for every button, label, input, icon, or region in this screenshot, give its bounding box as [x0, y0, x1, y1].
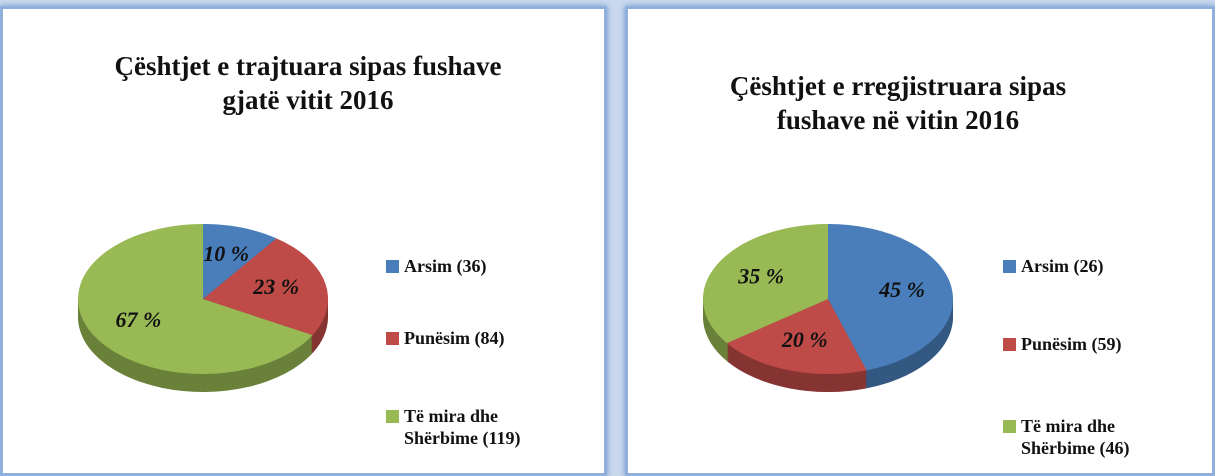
pie-slice — [828, 224, 953, 371]
legend-swatch — [1003, 420, 1016, 433]
legend-label: Të mira dhe Shërbime (119) — [404, 406, 521, 448]
pie-slice — [703, 224, 828, 344]
legend-entry: Të mira dhe Shërbime (46) — [1003, 415, 1171, 459]
legend-swatch — [1003, 260, 1016, 273]
pie-chart: 10 %23 % 67 % — [78, 224, 328, 393]
data-label: 10 % — [203, 241, 249, 266]
legend-swatch — [386, 332, 399, 345]
data-label: 20 % — [781, 327, 828, 352]
legend-swatch — [386, 410, 399, 423]
chart-title: Çështjet e trajtuara sipas fushave gjatë… — [114, 51, 502, 115]
legend-entry: Të mira dhe Shërbime (119) — [386, 405, 554, 449]
legend-entry: Punësim (84) — [386, 327, 554, 349]
pie-slice — [203, 238, 328, 336]
legend-entry: Arsim (26) — [1003, 255, 1171, 277]
chart-title: Çështjet e rregjistruara sipas fushave n… — [729, 71, 1067, 135]
pie-chart: 45 % 20 % 35 % — [703, 224, 953, 392]
legend-swatch — [386, 260, 399, 273]
data-label: 45 % — [878, 277, 925, 302]
chart-panel: Çështjet e trajtuara sipas fushave gjatë… — [0, 6, 607, 476]
legend-label: Punësim (59) — [1021, 334, 1122, 354]
legend-label: Arsim (36) — [404, 256, 487, 276]
legend-entry: Arsim (36) — [386, 255, 554, 277]
data-label: 67 % — [116, 307, 162, 332]
data-label: 35 % — [737, 264, 784, 289]
legend-label: Punësim (84) — [404, 328, 505, 348]
legend-swatch — [1003, 338, 1016, 351]
legend-label: Arsim (26) — [1021, 256, 1104, 276]
legend-entry: Punësim (59) — [1003, 333, 1171, 355]
data-label: 23 % — [252, 274, 299, 299]
pie-slice — [203, 224, 277, 299]
pie-slice — [78, 224, 313, 375]
pie-slice — [726, 299, 867, 374]
chart-panel: Çështjet e rregjistruara sipas fushave n… — [625, 6, 1215, 476]
legend-label: Të mira dhe Shërbime (46) — [1021, 416, 1130, 458]
